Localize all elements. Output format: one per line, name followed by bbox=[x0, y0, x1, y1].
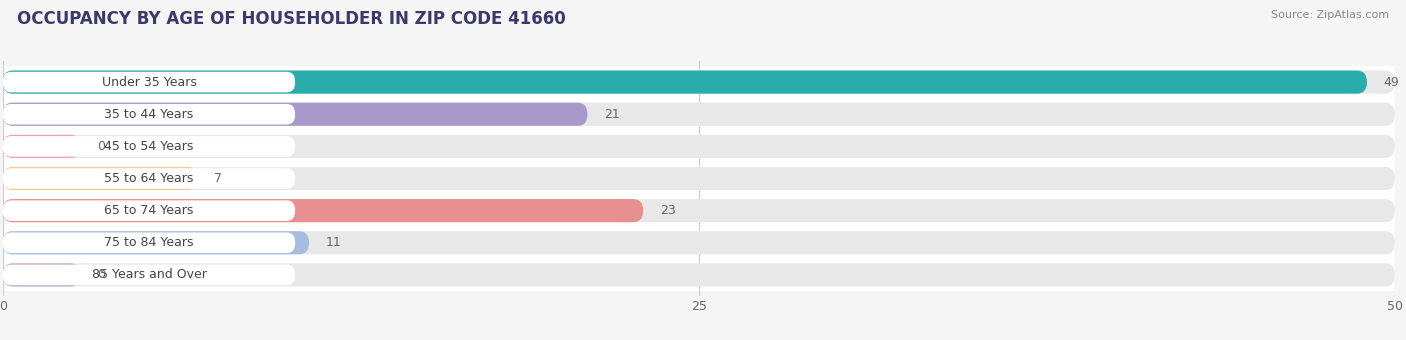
Text: 0: 0 bbox=[97, 268, 105, 282]
Text: 55 to 64 Years: 55 to 64 Years bbox=[104, 172, 194, 185]
FancyBboxPatch shape bbox=[3, 130, 1395, 163]
FancyBboxPatch shape bbox=[3, 168, 295, 189]
Text: 49: 49 bbox=[1384, 75, 1399, 89]
FancyBboxPatch shape bbox=[3, 70, 1367, 94]
FancyBboxPatch shape bbox=[3, 135, 80, 158]
FancyBboxPatch shape bbox=[3, 66, 1395, 98]
Text: 11: 11 bbox=[326, 236, 342, 249]
FancyBboxPatch shape bbox=[3, 265, 295, 285]
FancyBboxPatch shape bbox=[3, 103, 588, 126]
Text: 35 to 44 Years: 35 to 44 Years bbox=[104, 108, 194, 121]
FancyBboxPatch shape bbox=[3, 264, 80, 287]
FancyBboxPatch shape bbox=[3, 167, 1395, 190]
FancyBboxPatch shape bbox=[3, 167, 198, 190]
FancyBboxPatch shape bbox=[3, 233, 295, 253]
FancyBboxPatch shape bbox=[3, 104, 295, 124]
Text: Source: ZipAtlas.com: Source: ZipAtlas.com bbox=[1271, 10, 1389, 20]
FancyBboxPatch shape bbox=[3, 72, 295, 92]
Text: 21: 21 bbox=[605, 108, 620, 121]
FancyBboxPatch shape bbox=[3, 231, 309, 254]
FancyBboxPatch shape bbox=[3, 199, 643, 222]
Text: Under 35 Years: Under 35 Years bbox=[101, 75, 197, 89]
FancyBboxPatch shape bbox=[3, 231, 1395, 254]
FancyBboxPatch shape bbox=[3, 136, 295, 157]
FancyBboxPatch shape bbox=[3, 98, 1395, 130]
FancyBboxPatch shape bbox=[3, 227, 1395, 259]
FancyBboxPatch shape bbox=[3, 259, 1395, 291]
FancyBboxPatch shape bbox=[3, 103, 1395, 126]
FancyBboxPatch shape bbox=[3, 135, 1395, 158]
FancyBboxPatch shape bbox=[3, 194, 1395, 227]
FancyBboxPatch shape bbox=[3, 70, 1395, 94]
FancyBboxPatch shape bbox=[3, 199, 1395, 222]
FancyBboxPatch shape bbox=[3, 163, 1395, 194]
Text: 65 to 74 Years: 65 to 74 Years bbox=[104, 204, 194, 217]
Text: 23: 23 bbox=[659, 204, 675, 217]
Text: 75 to 84 Years: 75 to 84 Years bbox=[104, 236, 194, 249]
Text: 45 to 54 Years: 45 to 54 Years bbox=[104, 140, 194, 153]
Text: 85 Years and Over: 85 Years and Over bbox=[91, 268, 207, 282]
FancyBboxPatch shape bbox=[3, 200, 295, 221]
FancyBboxPatch shape bbox=[3, 264, 1395, 287]
Text: 7: 7 bbox=[214, 172, 222, 185]
Text: OCCUPANCY BY AGE OF HOUSEHOLDER IN ZIP CODE 41660: OCCUPANCY BY AGE OF HOUSEHOLDER IN ZIP C… bbox=[17, 10, 565, 28]
Text: 0: 0 bbox=[97, 140, 105, 153]
